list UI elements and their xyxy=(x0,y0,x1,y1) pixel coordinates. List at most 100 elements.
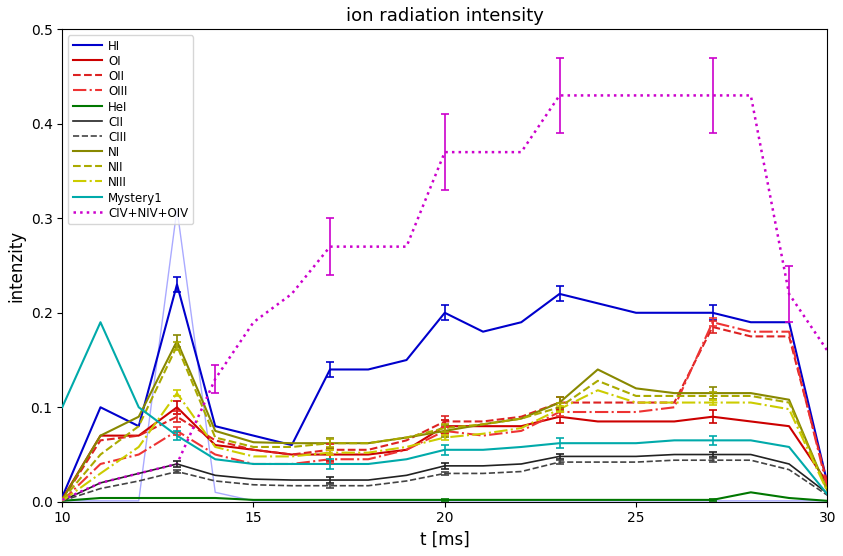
Line: NII: NII xyxy=(62,346,827,500)
OIII xyxy=(134,451,144,458)
CIII xyxy=(707,457,717,464)
NIII xyxy=(210,444,220,450)
OII xyxy=(249,446,259,453)
CIV+NIV+OIV xyxy=(631,92,641,99)
X-axis label: t [ms]: t [ms] xyxy=(420,531,470,549)
NI xyxy=(401,434,411,441)
CIV+NIV+OIV xyxy=(210,376,220,383)
CIV+NIV+OIV xyxy=(593,92,603,99)
Title: ion radiation intensity: ion radiation intensity xyxy=(346,7,544,25)
HI xyxy=(210,423,220,430)
NI xyxy=(172,338,182,345)
HeI xyxy=(134,495,144,502)
HeI xyxy=(440,497,450,503)
Mystery1 xyxy=(325,460,335,467)
OIII xyxy=(784,329,794,335)
CII xyxy=(95,479,105,486)
CIII xyxy=(249,481,259,488)
OI xyxy=(669,418,679,425)
NI xyxy=(57,497,67,503)
NI xyxy=(631,385,641,392)
NIII xyxy=(95,470,105,476)
HeI xyxy=(784,495,794,502)
HeI xyxy=(95,495,105,502)
OI xyxy=(593,418,603,425)
OI xyxy=(555,414,565,420)
OII xyxy=(784,333,794,340)
CII xyxy=(555,453,565,460)
CIV+NIV+OIV xyxy=(516,149,526,156)
CIV+NIV+OIV xyxy=(172,460,182,467)
OIII xyxy=(57,498,67,504)
Legend: HI, OI, OII, OIII, HeI, CII, CIII, NI, NII, NIII, Mystery1, CIV+NIV+OIV: HI, OI, OII, OIII, HeI, CII, CIII, NI, N… xyxy=(68,35,193,225)
CIV+NIV+OIV xyxy=(287,291,297,297)
OII xyxy=(593,399,603,406)
OI xyxy=(249,446,259,453)
CIII xyxy=(478,470,488,476)
CIII xyxy=(363,483,373,489)
NII xyxy=(134,423,144,430)
HeI xyxy=(822,498,832,504)
HeI xyxy=(363,497,373,503)
CII xyxy=(363,476,373,483)
NIII xyxy=(325,449,335,456)
HeI xyxy=(210,495,220,502)
NII xyxy=(707,393,717,399)
Mystery1 xyxy=(822,491,832,498)
Mystery1 xyxy=(784,444,794,450)
OII xyxy=(440,418,450,425)
Mystery1 xyxy=(631,440,641,446)
Line: NI: NI xyxy=(62,341,827,500)
CIV+NIV+OIV xyxy=(57,497,67,503)
HI xyxy=(325,366,335,373)
OIII xyxy=(363,456,373,463)
CII xyxy=(57,498,67,504)
NI xyxy=(95,433,105,439)
CII xyxy=(822,490,832,497)
OII xyxy=(172,414,182,420)
CIII xyxy=(95,485,105,492)
HeI xyxy=(746,489,756,495)
OIII xyxy=(707,319,717,326)
OII xyxy=(478,418,488,425)
OIII xyxy=(631,409,641,415)
CIV+NIV+OIV xyxy=(669,92,679,99)
HeI xyxy=(57,498,67,504)
HI xyxy=(746,319,756,326)
CII xyxy=(593,453,603,460)
CII xyxy=(249,476,259,483)
CII xyxy=(287,476,297,483)
Mystery1 xyxy=(249,460,259,467)
OII xyxy=(287,451,297,458)
OI xyxy=(516,423,526,430)
HeI xyxy=(401,497,411,503)
NIII xyxy=(440,434,450,441)
OI xyxy=(401,446,411,453)
CIV+NIV+OIV xyxy=(822,348,832,354)
OII xyxy=(95,437,105,444)
NII xyxy=(516,415,526,422)
CIV+NIV+OIV xyxy=(363,244,373,250)
CII xyxy=(172,460,182,467)
Mystery1 xyxy=(746,437,756,444)
CIII xyxy=(440,470,450,476)
NIII xyxy=(363,449,373,456)
CII xyxy=(401,472,411,479)
Mystery1 xyxy=(210,456,220,463)
HeI xyxy=(669,497,679,503)
NI xyxy=(516,415,526,422)
HI xyxy=(631,310,641,316)
HI xyxy=(707,310,717,316)
NII xyxy=(555,404,565,411)
HI xyxy=(401,357,411,364)
OIII xyxy=(822,484,832,491)
NIII xyxy=(57,498,67,504)
Mystery1 xyxy=(287,460,297,467)
NI xyxy=(210,428,220,434)
CIII xyxy=(555,459,565,465)
OI xyxy=(784,423,794,430)
HeI xyxy=(707,497,717,503)
NIII xyxy=(593,387,603,394)
CII xyxy=(210,472,220,479)
HeI xyxy=(631,497,641,503)
